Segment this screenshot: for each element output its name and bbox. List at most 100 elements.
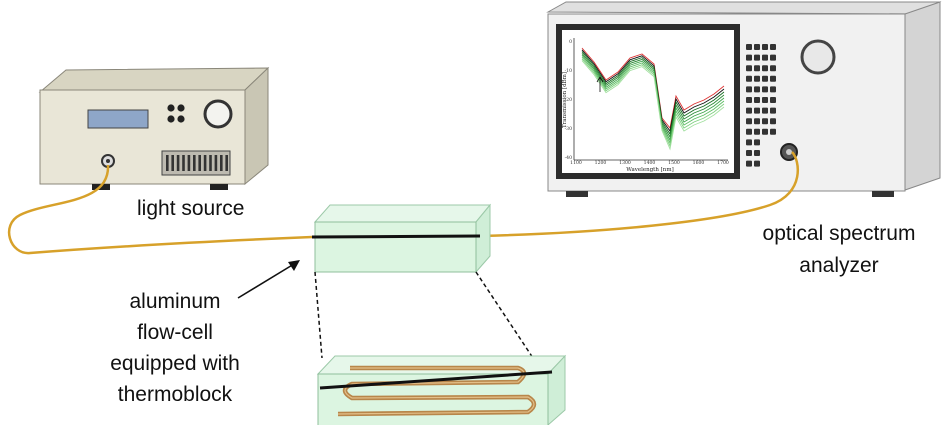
arrow-icon <box>596 76 604 92</box>
label-flow-cell-line: equipped with <box>110 352 240 375</box>
key-button <box>746 65 752 72</box>
label-analyzer-line-1: optical spectrum <box>762 222 916 245</box>
foot <box>566 191 588 197</box>
key-button <box>770 86 776 93</box>
key-button <box>770 97 776 103</box>
light-source-device <box>38 66 270 190</box>
vent-slot <box>225 155 228 171</box>
key-button <box>754 97 760 103</box>
vent-slot <box>203 155 207 171</box>
projection-line <box>475 271 534 359</box>
label-flow-cell: aluminum flow-cell equipped with thermob… <box>70 286 280 410</box>
key-button <box>754 150 760 156</box>
key-button <box>762 128 768 135</box>
vent-slot <box>209 155 212 171</box>
key-button <box>762 107 768 114</box>
key-button <box>746 75 752 82</box>
key-button <box>754 65 760 72</box>
vent-slot <box>182 155 185 171</box>
label-flow-cell-line: aluminum <box>129 290 221 313</box>
label-flow-cell-line: thermoblock <box>117 383 233 406</box>
key-button <box>770 65 776 72</box>
key-button <box>762 54 768 61</box>
key-button <box>770 44 776 50</box>
key-button <box>770 128 776 135</box>
key-button <box>746 160 752 167</box>
spectrum-curve <box>581 60 725 151</box>
plot-y-tick: -10 <box>565 68 572 74</box>
key-button <box>770 118 776 125</box>
foot <box>210 184 228 190</box>
fiber-to-light-source <box>8 164 313 255</box>
spectrum-curves <box>581 47 725 151</box>
flow-cell <box>311 203 492 274</box>
plot-x-tick: 1400 <box>644 160 656 166</box>
flow-cell-interior <box>316 354 567 425</box>
vent-slot <box>171 155 174 171</box>
key-button <box>754 139 760 146</box>
plot-x-ticks: 1100 1200 1300 1400 1500 1600 1700 <box>570 160 729 166</box>
spectrum-analyzer-device <box>546 1 942 197</box>
fiber-core-interior <box>319 370 553 390</box>
key-button <box>762 75 768 82</box>
key-button <box>762 97 768 103</box>
fiber-to-analyzer <box>479 151 800 238</box>
key-button <box>746 139 752 146</box>
key-button <box>754 86 760 93</box>
key-button <box>746 44 752 50</box>
key-button <box>746 54 752 61</box>
dial-knob-icon <box>800 39 836 75</box>
button-cluster <box>167 104 185 123</box>
plot-x-tick: 1300 <box>619 160 631 166</box>
plot-x-tick: 1500 <box>668 160 680 166</box>
foot <box>872 191 894 197</box>
plot-y-tick: -20 <box>565 97 572 103</box>
key-button <box>770 75 776 82</box>
key-button <box>762 65 768 72</box>
plot-x-tick: 1100 <box>570 160 582 166</box>
vent-slot <box>193 155 196 171</box>
key-button <box>746 128 752 135</box>
key-grid <box>746 44 776 167</box>
vent-slot <box>176 155 180 171</box>
plot-xlabel: Wavelength [nm] <box>626 167 673 173</box>
key-button <box>746 150 752 156</box>
key-button <box>754 54 760 61</box>
plot-y-ticks: 0 -10 -20 -30 -40 <box>565 39 572 161</box>
key-button <box>754 44 760 50</box>
key-button <box>762 118 768 125</box>
vent-slot <box>214 155 218 171</box>
plot-ylabel: Transmission [dBm] <box>562 72 568 128</box>
plot-y-tick: -30 <box>565 126 572 132</box>
key-button <box>762 86 768 93</box>
plot-x-tick: 1600 <box>693 160 705 166</box>
display-window <box>87 109 149 129</box>
plot-y-tick: 0 <box>569 39 572 45</box>
plot-x-tick: 1200 <box>595 160 607 166</box>
key-button <box>746 86 752 93</box>
knob-icon <box>203 99 233 129</box>
fiber-core <box>311 234 481 239</box>
key-button <box>754 128 760 135</box>
key-button <box>770 54 776 61</box>
key-button <box>746 97 752 103</box>
key-button <box>746 118 752 125</box>
pointer-arrow-icon <box>237 260 300 299</box>
projection-line <box>314 271 323 359</box>
key-button <box>754 160 760 167</box>
key-button <box>754 107 760 114</box>
plot-x-tick: 1700 <box>717 160 729 166</box>
vent-slot <box>220 155 223 171</box>
key-button <box>746 107 752 114</box>
plot-y-tick: -40 <box>565 155 572 161</box>
key-button <box>754 118 760 125</box>
label-flow-cell-line: flow-cell <box>137 321 213 344</box>
screen <box>562 30 734 173</box>
label-analyzer-line-2: analyzer <box>799 254 879 277</box>
vent-slot <box>166 155 169 171</box>
key-button <box>754 75 760 82</box>
vent-slot <box>187 155 191 171</box>
vent-slots <box>166 155 228 171</box>
vent-slot <box>198 155 201 171</box>
